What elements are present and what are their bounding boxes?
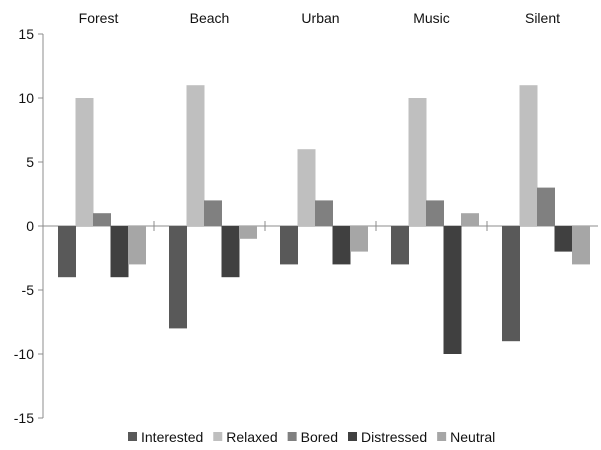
bar-distressed-music (443, 226, 462, 354)
y-tick-label: 5 (26, 154, 34, 170)
bar-bored-music (426, 200, 444, 226)
labels-layer: 15 10 5 0 -5 -10 -15 Forest Beach Urban Music Silen… (14, 10, 560, 426)
bar-bored-forest (93, 213, 111, 226)
bar-interested-music (391, 226, 409, 265)
bar-distressed-urban (332, 226, 351, 265)
legend-label-interested: Interested (141, 429, 203, 445)
bar-relaxed-beach (186, 85, 205, 226)
category-label: Beach (190, 10, 230, 26)
category-label: Silent (525, 10, 560, 26)
y-tick-label: -5 (22, 282, 35, 298)
bar-distressed-silent (554, 226, 573, 252)
legend-swatch-distressed (348, 432, 357, 441)
bar-relaxed-forest (75, 98, 94, 226)
bar-interested-forest (58, 226, 76, 278)
bar-bored-urban (315, 200, 333, 226)
bar-interested-silent (502, 226, 520, 342)
y-tick-label: 10 (18, 90, 34, 106)
bar-neutral-urban (350, 226, 368, 252)
category-label: Urban (301, 10, 339, 26)
legend-swatch-interested (128, 432, 137, 441)
bar-neutral-forest (128, 226, 146, 265)
y-tick-label: -10 (14, 346, 34, 362)
category-label: Music (413, 10, 450, 26)
bar-bored-beach (204, 200, 222, 226)
legend-label-distressed: Distressed (361, 429, 427, 445)
y-tick-label: 15 (18, 26, 34, 42)
bar-relaxed-music (408, 98, 427, 226)
bar-interested-urban (280, 226, 298, 265)
bar-distressed-beach (221, 226, 240, 278)
bar-neutral-silent (572, 226, 590, 265)
legend-label-bored: Bored (301, 429, 338, 445)
bar-bored-silent (537, 187, 555, 226)
category-label: Forest (79, 10, 119, 26)
legend-swatch-relaxed (213, 432, 223, 441)
legend: Interested Relaxed Bored Distressed Neutral (128, 429, 495, 445)
legend-label-neutral: Neutral (450, 429, 495, 445)
bar-relaxed-urban (297, 149, 316, 226)
bar-distressed-forest (110, 226, 129, 278)
bar-interested-beach (169, 226, 187, 329)
y-tick-label: -15 (14, 410, 34, 426)
bars-layer (58, 85, 590, 354)
legend-swatch-neutral (437, 432, 447, 441)
y-tick-label: 0 (26, 218, 34, 234)
bar-neutral-beach (239, 226, 257, 239)
bar-neutral-music (461, 213, 479, 226)
legend-label-relaxed: Relaxed (226, 429, 277, 445)
bar-relaxed-silent (519, 85, 538, 226)
legend-swatch-bored (287, 432, 297, 441)
